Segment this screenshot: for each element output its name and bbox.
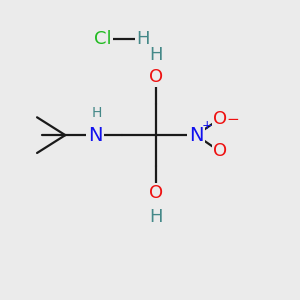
Text: N: N [88,126,102,145]
Text: Cl: Cl [94,29,111,47]
Text: +: + [202,119,212,132]
Text: O: O [213,110,227,128]
Text: N: N [189,126,203,145]
Text: H: H [149,46,163,64]
Text: −: − [226,112,239,127]
Text: O: O [149,68,163,86]
Text: H: H [136,29,149,47]
Text: H: H [91,106,102,120]
Text: O: O [149,184,163,202]
Text: O: O [213,142,227,160]
Text: H: H [149,208,163,226]
